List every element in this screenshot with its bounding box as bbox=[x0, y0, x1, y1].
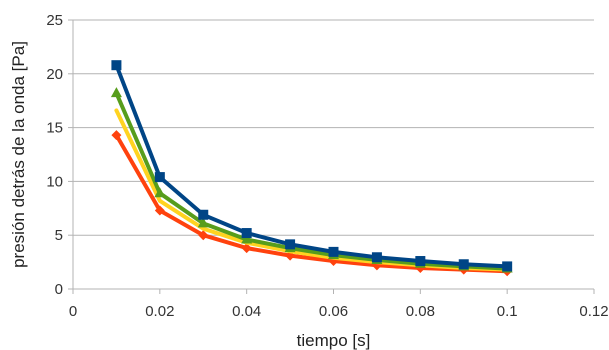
series-3 bbox=[111, 60, 513, 272]
series-group bbox=[110, 60, 513, 277]
y-tick-label-5: 25 bbox=[46, 12, 63, 29]
x-tick-label-2: 0.04 bbox=[232, 303, 261, 320]
y-tick-label-2: 10 bbox=[46, 173, 63, 190]
tick-labels: 0 0.02 0.04 0.06 0.08 0.1 0.12 0 5 10 15 20 25 bbox=[46, 12, 608, 320]
series-2-point-0 bbox=[110, 87, 122, 98]
x-axis-title: tiempo [s] bbox=[297, 331, 371, 350]
y-tick-label-0: 0 bbox=[55, 281, 63, 298]
x-tick-label-5: 0.1 bbox=[497, 303, 518, 320]
series-3-point-3 bbox=[241, 228, 252, 239]
series-2-point-2 bbox=[197, 217, 209, 228]
series-3-point-7 bbox=[415, 256, 426, 267]
x-tick-label-0: 0 bbox=[69, 303, 77, 320]
series-0-line bbox=[114, 133, 510, 274]
series-3-point-9 bbox=[502, 261, 513, 272]
x-tick-label-4: 0.08 bbox=[406, 303, 435, 320]
series-0-point-3 bbox=[241, 243, 252, 254]
series-3-point-6 bbox=[371, 252, 382, 263]
y-axis-title: presión detrás de la onda [Pa] bbox=[9, 41, 28, 268]
series-0-point-1 bbox=[154, 205, 165, 216]
series-0 bbox=[111, 130, 513, 277]
series-3-point-2 bbox=[198, 209, 209, 220]
series-0-point-0 bbox=[111, 130, 122, 141]
y-tick-label-1: 5 bbox=[55, 227, 63, 244]
series-2-line bbox=[114, 91, 510, 271]
series-3-point-1 bbox=[154, 172, 165, 183]
y-tick-label-4: 20 bbox=[46, 66, 63, 83]
y-tick-label-3: 15 bbox=[46, 120, 63, 137]
series-3-line bbox=[114, 63, 510, 269]
series-3-point-0 bbox=[111, 60, 122, 71]
series-3-point-8 bbox=[458, 259, 469, 270]
series-2-point-3 bbox=[241, 233, 253, 244]
x-tick-label-3: 0.06 bbox=[319, 303, 348, 320]
series-2 bbox=[110, 87, 513, 273]
x-tick-label-6: 0.12 bbox=[579, 303, 608, 320]
series-3-point-4 bbox=[285, 239, 296, 250]
series-3-point-5 bbox=[328, 246, 339, 257]
series-2-point-1 bbox=[154, 187, 166, 198]
x-tick-label-1: 0.02 bbox=[145, 303, 174, 320]
series-0-point-2 bbox=[198, 230, 209, 241]
